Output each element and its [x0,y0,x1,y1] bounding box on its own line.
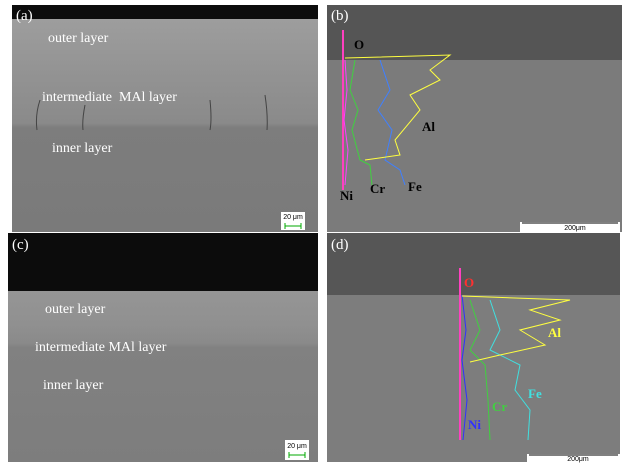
annotation: outer layer [45,302,106,317]
element-label: Al [422,119,435,134]
panel-label: (a) [16,8,33,24]
element-label: Ni [468,417,481,432]
scale-label: 200μm [564,225,586,232]
annotation: outer layer [48,31,109,46]
panel-a: (a) outer layer intermediate MAl layer i… [12,5,318,232]
panel-label: (c) [12,237,29,253]
annotation: intermediate MAl layer [42,90,177,105]
panel-label: (d) [331,237,349,253]
panel-c: (c) outer layer intermediate MAl layer i… [8,233,318,462]
element-label: O [464,275,474,290]
element-label: Cr [370,181,385,196]
annotation: intermediate MAl layer [35,340,167,355]
element-label: O [354,37,364,52]
element-label: Fe [408,179,422,194]
panel-d: (d) O Al Ni Cr Fe 200μm [327,233,620,463]
annotation: inner layer [43,378,104,393]
scale-label: 200μm [567,456,589,463]
element-label: Al [548,325,561,340]
scale-label: 20 μm [287,443,307,450]
element-label: Ni [340,188,353,203]
element-label: Fe [528,386,542,401]
panel-b: (b) O Al Ni Cr Fe 200μm [327,5,622,232]
scale-label: 20 μm [283,214,303,221]
top-layer [12,5,318,19]
figure: (a) outer layer intermediate MAl layer i… [0,0,624,464]
annotation: inner layer [52,141,113,156]
panel-label: (b) [331,8,349,24]
top-layer [327,5,622,60]
top-layer [8,233,318,291]
element-label: Cr [492,399,507,414]
